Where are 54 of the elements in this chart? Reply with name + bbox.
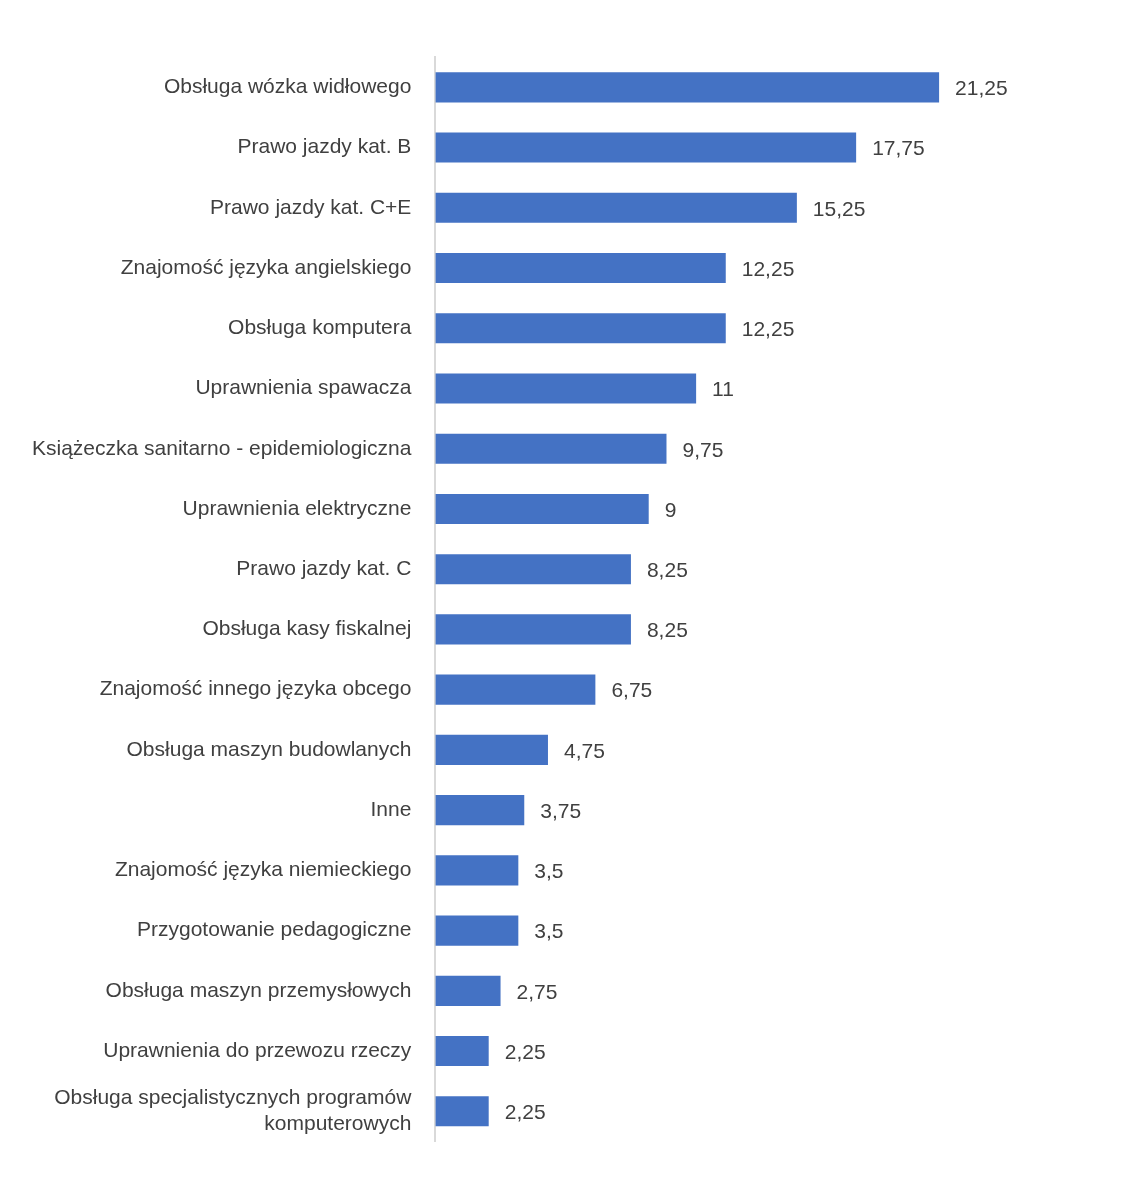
bar	[435, 915, 519, 946]
bar	[435, 433, 667, 464]
bar	[435, 554, 631, 585]
y-tick-label: Znajomość języka angielskiego	[120, 254, 412, 278]
data-label: 2,25	[504, 1039, 546, 1063]
y-tick-label: Obsługa kasy fiskalnej	[202, 616, 412, 640]
bar	[435, 795, 525, 826]
y-tick-label: Obsługa specjalistycznych programów komputerowych	[54, 1085, 413, 1134]
data-label: 17,75	[872, 136, 925, 160]
data-label: 6,75	[611, 678, 653, 702]
y-tick-label: Prawo jazdy kat. B	[237, 134, 412, 158]
y-tick-label: Obsługa maszyn przemysłowych	[105, 977, 412, 1001]
data-label: 21,25	[955, 76, 1008, 100]
data-label: 12,25	[741, 317, 795, 341]
data-label: 3,75	[540, 798, 582, 822]
data-label: 15,25	[812, 196, 866, 220]
y-tick-label: Obsługa maszyn budowlanych	[126, 736, 412, 760]
y-tick-label: Inne	[370, 796, 412, 820]
data-label: 8,25	[646, 557, 688, 581]
y-tick-label: Uprawnienia elektryczne	[182, 495, 412, 519]
bar	[435, 72, 940, 103]
data-label: 9	[664, 497, 677, 521]
y-tick-label: Uprawnienia spawacza	[195, 375, 412, 399]
y-tick-label: Znajomość języka niemieckiego	[114, 857, 412, 881]
y-tick-label: Uprawnienia do przewozu rzeczy	[103, 1037, 412, 1061]
bar	[435, 313, 726, 344]
bar	[435, 975, 501, 1006]
bar	[435, 132, 857, 163]
data-label: 2,25	[504, 1100, 546, 1124]
data-label: 2,75	[516, 979, 558, 1003]
data-label: 11	[712, 377, 734, 401]
y-tick-label: Obsługa wózka widłowego	[163, 74, 412, 98]
bar	[435, 493, 649, 525]
y-tick-label: Znajomość innego języka obcego	[99, 676, 412, 700]
data-label: 12,25	[741, 256, 795, 280]
bar	[435, 1096, 489, 1127]
bar	[435, 614, 631, 645]
y-tick-label: Prawo jazdy kat. C	[236, 555, 412, 579]
y-tick-label: Obsługa komputera	[228, 315, 412, 339]
y-tick-label: Książeczka sanitarno - epidemiologiczna	[31, 435, 412, 459]
bar	[435, 734, 548, 765]
y-tick-label: Przygotowanie pedagogiczne	[137, 917, 412, 941]
bar	[435, 192, 797, 223]
bar	[435, 674, 596, 705]
bar	[435, 1035, 489, 1067]
bar	[435, 252, 726, 284]
data-label: 3,5	[534, 859, 564, 883]
data-label: 9,75	[682, 437, 724, 461]
data-label: 3,5	[534, 919, 564, 943]
bar	[435, 373, 697, 404]
y-tick-label: Prawo jazdy kat. C+E	[210, 194, 412, 218]
data-label: 4,75	[563, 738, 605, 762]
bar	[435, 855, 519, 886]
data-label: 8,25	[646, 618, 688, 642]
